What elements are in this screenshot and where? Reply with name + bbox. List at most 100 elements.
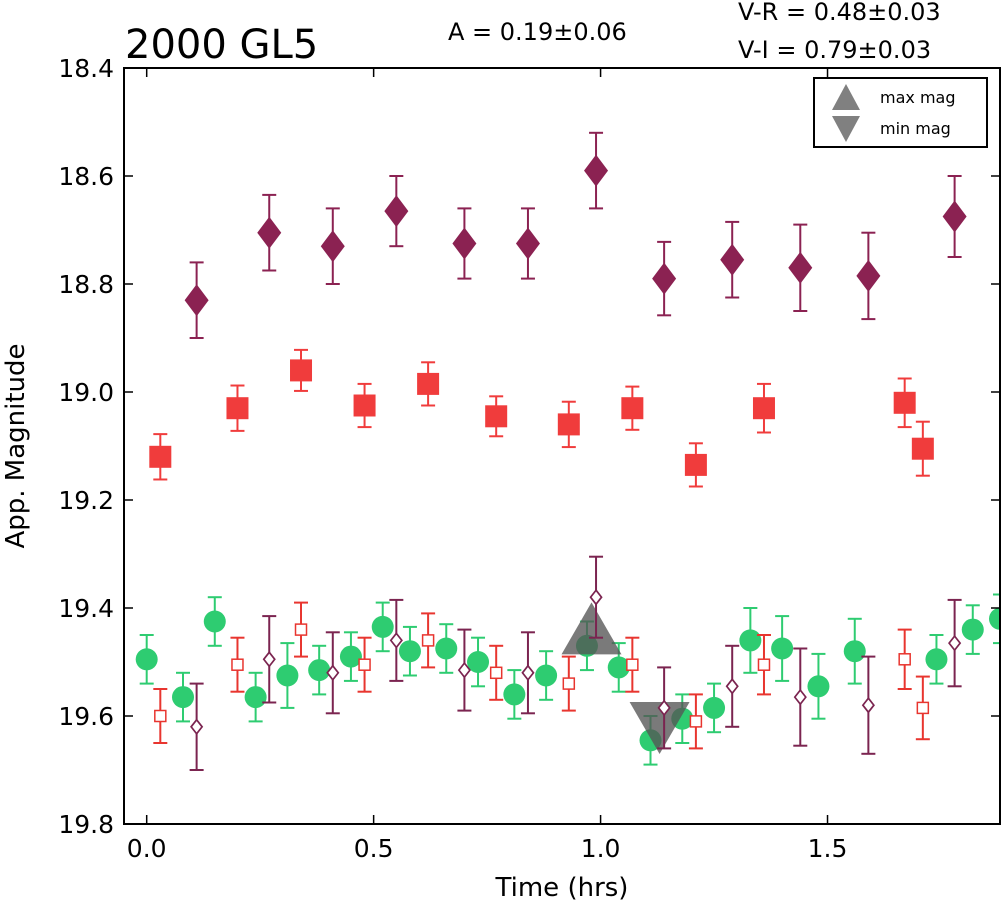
open-diamond-point xyxy=(948,634,962,652)
circle-point xyxy=(961,618,984,641)
circle-point xyxy=(535,664,558,687)
diamond-point xyxy=(856,259,881,292)
circle-point xyxy=(607,656,630,679)
x-tick-label: 0.5 xyxy=(354,834,394,863)
legend-min-mag-label: min mag xyxy=(880,119,951,138)
amplitude-annotation: A = 0.19±0.06 xyxy=(448,18,627,46)
open-square-point xyxy=(689,715,703,728)
circle-point xyxy=(925,648,948,671)
open-square-point xyxy=(626,658,639,671)
v-i-annotation: V-I = 0.79±0.03 xyxy=(738,36,931,64)
tick-layer: 0.0 0.5 1.0 1.5 18.4 18.6 18.8 19.0 19.2 19.4 19.6… xyxy=(58,54,1000,863)
square-point xyxy=(752,397,775,420)
open-square-point xyxy=(916,701,930,715)
circle-point xyxy=(739,629,762,652)
open-diamond-point xyxy=(457,661,471,679)
diamond-point xyxy=(515,227,540,260)
circle-point xyxy=(308,659,331,682)
square-series xyxy=(149,348,934,488)
circle-point xyxy=(989,607,1000,630)
open-square-point xyxy=(358,658,371,671)
open-diamond-point xyxy=(190,718,204,736)
square-point xyxy=(911,437,934,460)
circle-point xyxy=(135,648,158,671)
x-axis-label: Time (hrs) xyxy=(495,873,629,903)
circle-point xyxy=(203,610,226,633)
open-square-series xyxy=(153,601,930,750)
open-diamond-point xyxy=(389,632,403,649)
diamond-point xyxy=(384,195,409,228)
open-square-point xyxy=(489,666,503,680)
y-tick-label: 19.0 xyxy=(58,378,114,407)
square-point xyxy=(290,359,313,382)
open-diamond-point xyxy=(725,677,739,695)
y-tick-label: 19.8 xyxy=(58,810,114,839)
diamond-point xyxy=(257,216,282,249)
y-tick-label: 18.4 xyxy=(58,54,114,83)
circle-point xyxy=(244,686,267,709)
diamond-point xyxy=(184,284,209,317)
circle-point xyxy=(398,640,421,663)
v-r-annotation: V-R = 0.48±0.03 xyxy=(738,0,941,26)
legend-min-mag-marker xyxy=(832,116,860,142)
circle-point xyxy=(703,696,726,719)
open-square-point xyxy=(562,677,576,690)
circle-point xyxy=(771,637,794,660)
y-tick-label: 19.4 xyxy=(58,594,114,623)
square-point xyxy=(621,397,644,420)
circle-point xyxy=(276,664,299,687)
diamond-point xyxy=(942,200,967,233)
circle-point xyxy=(807,675,830,698)
open-square-point xyxy=(898,653,911,666)
min-mag-marker xyxy=(629,702,690,754)
open-diamond-point xyxy=(657,699,671,717)
y-tick-label: 19.2 xyxy=(58,486,114,515)
square-point xyxy=(485,405,508,428)
open-diamond-point xyxy=(326,664,340,682)
open-diamond-point xyxy=(262,650,276,668)
legend-max-mag-label: max mag xyxy=(880,88,956,107)
y-tick-label: 19.6 xyxy=(58,702,114,731)
open-diamond-point xyxy=(589,588,603,606)
diamond-point xyxy=(720,243,745,276)
circle-point xyxy=(503,683,526,706)
chart-title: 2000 GL5 xyxy=(125,22,318,68)
circle-point xyxy=(467,651,490,673)
y-tick-label: 18.6 xyxy=(58,162,114,191)
plot-frame xyxy=(123,67,1001,825)
circle-point xyxy=(435,637,458,660)
max-mag-marker xyxy=(561,602,622,655)
square-point xyxy=(149,445,172,468)
square-point xyxy=(417,372,440,395)
circle-point xyxy=(339,645,362,668)
x-tick-label: 1.0 xyxy=(581,834,621,863)
open-square-point xyxy=(231,658,244,671)
open-square-point xyxy=(421,634,435,647)
open-diamond-point xyxy=(861,696,875,714)
y-tick-label: 18.8 xyxy=(58,270,114,299)
square-point xyxy=(353,394,376,417)
circle-point xyxy=(371,615,394,638)
diamond-series xyxy=(184,131,967,339)
open-diamond-point xyxy=(521,664,535,682)
legend-max-mag-marker xyxy=(832,84,860,110)
x-tick-label: 1.5 xyxy=(808,834,848,863)
diamond-point xyxy=(320,230,345,263)
plot-area xyxy=(135,131,1000,771)
legend: max mag min mag xyxy=(813,77,988,148)
circle-point xyxy=(843,640,866,663)
square-point xyxy=(226,397,249,420)
square-point xyxy=(893,391,916,414)
open-diamond-point xyxy=(793,688,807,706)
diamond-point xyxy=(452,227,477,260)
open-diamond-series xyxy=(189,555,962,771)
open-square-point xyxy=(154,709,167,723)
diamond-point xyxy=(652,262,677,295)
open-square-point xyxy=(757,658,771,671)
circle-series xyxy=(135,593,1000,766)
y-axis-label: App. Magnitude xyxy=(1,343,31,548)
open-square-point xyxy=(294,623,308,636)
square-point xyxy=(684,453,707,476)
x-tick-label: 0.0 xyxy=(127,834,167,863)
